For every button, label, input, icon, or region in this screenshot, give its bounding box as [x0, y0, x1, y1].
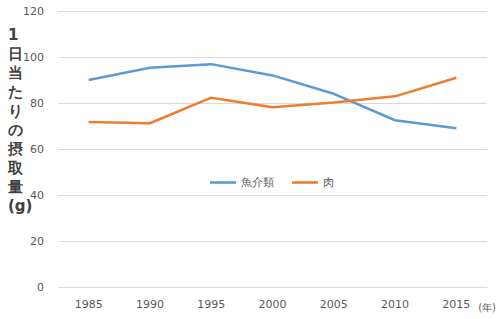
svg-text:100: 100 [23, 51, 44, 64]
svg-text:1: 1 [8, 26, 18, 44]
svg-text:2010: 2010 [381, 298, 409, 311]
svg-text:40: 40 [30, 189, 44, 202]
svg-text:た: た [8, 83, 23, 101]
svg-text:取: 取 [7, 159, 24, 177]
svg-text:の: の [8, 121, 23, 139]
svg-text:当: 当 [8, 64, 23, 82]
svg-text:1990: 1990 [136, 298, 164, 311]
svg-text:1985: 1985 [75, 298, 103, 311]
svg-text:60: 60 [30, 143, 44, 156]
svg-text:2015: 2015 [442, 298, 470, 311]
svg-text:2000: 2000 [259, 298, 287, 311]
svg-text:摂: 摂 [7, 140, 23, 158]
svg-text:(g): (g) [8, 197, 32, 215]
svg-text:魚介類: 魚介類 [241, 176, 274, 189]
svg-text:量: 量 [7, 178, 23, 196]
svg-text:20: 20 [30, 235, 44, 248]
svg-text:80: 80 [30, 97, 44, 110]
svg-text:2005: 2005 [320, 298, 348, 311]
svg-text:(年): (年) [478, 302, 496, 313]
svg-text:120: 120 [23, 5, 44, 18]
svg-text:1995: 1995 [197, 298, 225, 311]
svg-text:日: 日 [8, 45, 23, 63]
svg-text:0: 0 [37, 281, 44, 294]
svg-text:り: り [8, 102, 23, 120]
svg-text:肉: 肉 [323, 176, 334, 189]
